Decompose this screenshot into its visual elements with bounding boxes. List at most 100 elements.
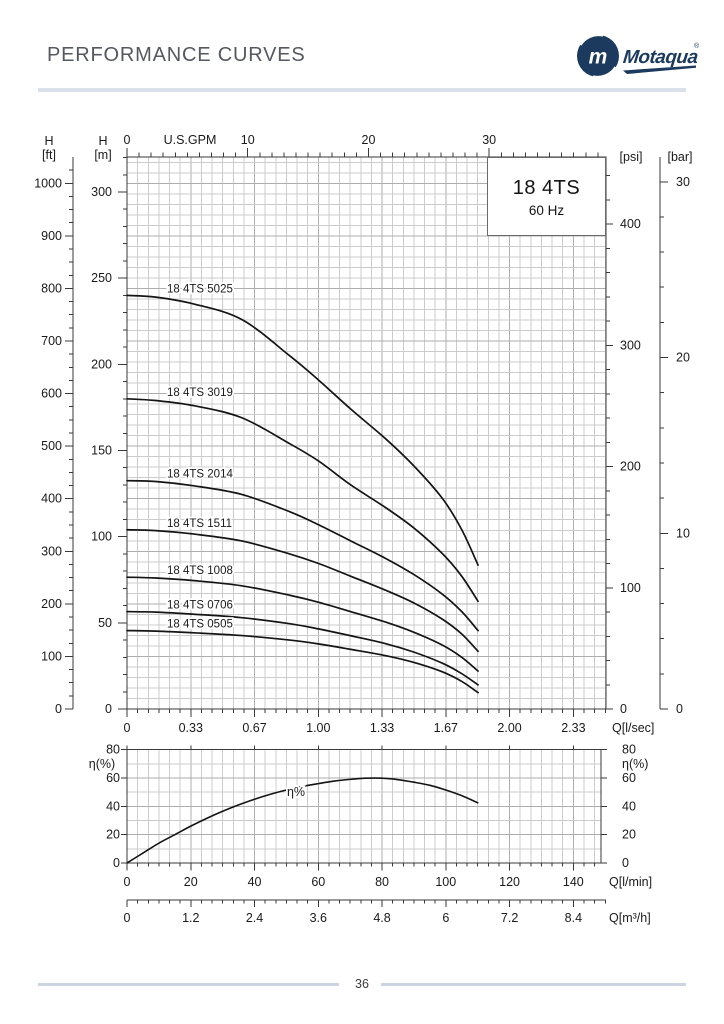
- lps-tick-label: 0.33: [179, 721, 203, 735]
- eta-tick-label-left: 20: [106, 828, 120, 842]
- page-title: PERFORMANCE CURVES: [47, 44, 306, 66]
- psi-tick-label: 100: [620, 581, 641, 595]
- logo-monogram: m: [589, 46, 608, 69]
- psi-tick-label: 400: [620, 217, 641, 231]
- efficiency-curve-label: η%: [287, 785, 305, 799]
- m3h-tick-label: 4.8: [373, 911, 390, 925]
- page-number: 36: [355, 977, 369, 991]
- lmin-tick-label: 60: [311, 875, 325, 889]
- model-frequency: 60 Hz: [528, 202, 565, 218]
- lps-tick-label: 1.67: [434, 721, 458, 735]
- eta-tick-label-right: 60: [622, 771, 636, 785]
- lmin-tick-label: 140: [563, 875, 584, 889]
- m3h-tick-label: 2.4: [246, 911, 263, 925]
- brand-wordmark: Motaqua: [622, 47, 700, 68]
- m-tick-label: 0: [105, 702, 112, 716]
- brand-logo: m Motaqua ®: [577, 34, 700, 78]
- eta-tick-label-left: 40: [106, 799, 120, 813]
- lmin-tick-label: 120: [499, 875, 520, 889]
- m-tick-label: 150: [91, 444, 112, 458]
- logo-swirl-bottom: [592, 66, 617, 78]
- ft-tick-label: 900: [41, 229, 62, 243]
- lmin-tick-label: 100: [435, 875, 456, 889]
- eta-tick-label-right: 0: [622, 856, 629, 870]
- m3h-tick-label: 1.2: [182, 911, 199, 925]
- m3h-tick-label: 7.2: [501, 911, 518, 925]
- curve-label: 18 4TS 3019: [167, 387, 233, 399]
- model-box: 18 4TS 60 Hz: [487, 157, 606, 236]
- brand-name-text: Motaqua: [622, 47, 700, 68]
- ft-axis-unit: [ft]: [42, 148, 56, 162]
- efficiency-curve: [126, 777, 479, 864]
- ft-tick-label: 200: [41, 597, 62, 611]
- pump-curve: [126, 397, 479, 603]
- pump-curve: [126, 479, 479, 632]
- gpm-tick-label: 10: [241, 133, 255, 147]
- bar-tick-label: 0: [676, 702, 683, 716]
- lps-tick-label: 0.67: [242, 721, 266, 735]
- ft-tick-label: 100: [41, 649, 62, 663]
- lps-tick-label: 1.00: [306, 721, 330, 735]
- eta-tick-label-left: 60: [106, 771, 120, 785]
- m-axis-title: H: [98, 134, 107, 148]
- lps-tick-label: 0: [124, 721, 131, 735]
- lmin-tick-label: 40: [248, 875, 262, 889]
- lmin-tick-label: 80: [375, 875, 389, 889]
- pump-curve: [126, 629, 479, 694]
- pump-curve: [126, 576, 479, 672]
- ft-tick-label: 400: [41, 492, 62, 506]
- curve-label: 18 4TS 0505: [167, 619, 233, 631]
- m-tick-label: 50: [98, 616, 112, 630]
- lmin-axis-title: Q[l/min]: [609, 875, 652, 889]
- m-axis-unit: [m]: [94, 148, 111, 162]
- m3h-tick-label: 8.4: [565, 911, 582, 925]
- curve-label: 18 4TS 1008: [167, 565, 233, 577]
- ft-tick-label: 500: [41, 439, 62, 453]
- m3h-tick-label: 0: [124, 911, 131, 925]
- m3h-axis-title: Q[m³/h]: [609, 911, 651, 925]
- eta-tick-label-right: 40: [622, 799, 636, 813]
- bar-tick-label: 10: [676, 526, 690, 540]
- gpm-tick-label: 20: [362, 133, 376, 147]
- eta-axis-title-right: η(%): [622, 757, 648, 771]
- curve-label: 18 4TS 5025: [167, 283, 233, 295]
- lps-tick-label: 2.33: [561, 721, 585, 735]
- gpm-axis-title: U.S.GPM: [164, 133, 217, 147]
- psi-tick-label: 300: [620, 338, 641, 352]
- m-tick-label: 200: [91, 357, 112, 371]
- m-tick-label: 250: [91, 271, 112, 285]
- lmin-tick-label: 0: [124, 875, 131, 889]
- eta-tick-label-left: 0: [113, 856, 120, 870]
- pump-curve: [126, 528, 479, 653]
- m3h-tick-label: 6: [442, 911, 449, 925]
- bar-axis-unit: [bar]: [667, 150, 692, 164]
- lps-axis-title: Q[l/sec]: [612, 721, 654, 735]
- lps-tick-label: 1.33: [370, 721, 394, 735]
- footer-divider-right: [381, 983, 686, 986]
- ft-axis-title: H: [44, 134, 53, 148]
- gpm-tick-label: 0: [124, 133, 131, 147]
- curve-label: 18 4TS 0706: [167, 600, 233, 612]
- lmin-tick-label: 20: [184, 875, 198, 889]
- ft-tick-label: 300: [41, 544, 62, 558]
- ft-tick-label: 0: [55, 702, 62, 716]
- lps-tick-label: 2.00: [497, 721, 521, 735]
- pump-curve: [126, 294, 479, 566]
- pump-curve: [126, 610, 479, 686]
- eta-axis-title-left: η(%): [89, 757, 115, 771]
- footer-divider-left: [38, 983, 339, 986]
- m3h-tick-label: 3.6: [310, 911, 327, 925]
- eta-tick-label-right: 20: [622, 828, 636, 842]
- eta-tick-label-left: 80: [106, 743, 120, 757]
- ft-tick-label: 700: [41, 334, 62, 348]
- registered-mark: ®: [694, 42, 700, 50]
- eta-tick-label-right: 80: [622, 743, 636, 757]
- m-tick-label: 300: [91, 185, 112, 199]
- curve-label: 18 4TS 2014: [167, 469, 233, 481]
- logo-swirl-top: [579, 34, 604, 46]
- gpm-tick-label: 30: [482, 133, 496, 147]
- model-name: 18 4TS: [512, 176, 581, 199]
- logo-circle: [577, 35, 619, 77]
